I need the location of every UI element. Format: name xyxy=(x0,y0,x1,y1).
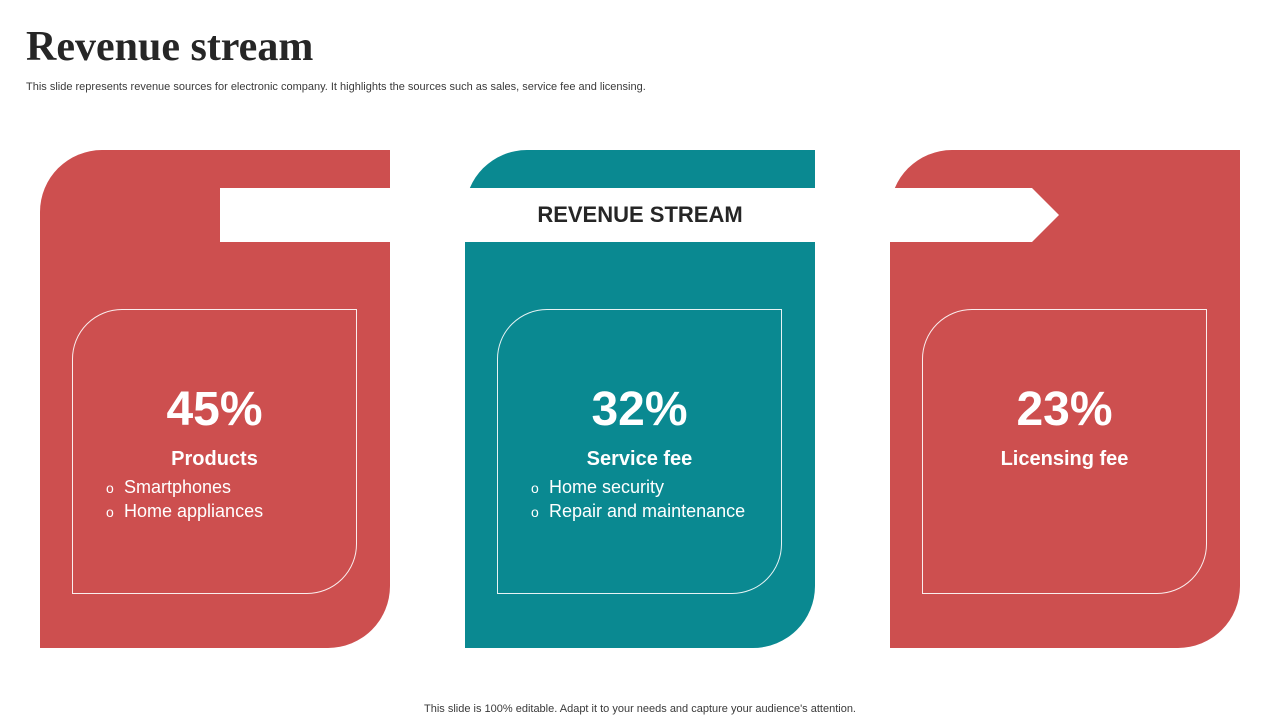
revenue-percent: 45% xyxy=(166,383,263,436)
list-item: o Repair and maintenance xyxy=(531,500,745,524)
list-item-text: Home security xyxy=(549,477,665,497)
revenue-percent: 32% xyxy=(591,383,688,436)
revenue-label: Products xyxy=(171,448,258,470)
list-item: o Smartphones xyxy=(106,476,263,500)
bullet-icon: o xyxy=(106,480,114,496)
footer-note: This slide is 100% editable. Adapt it to… xyxy=(424,703,856,715)
list-item: o Home security xyxy=(531,476,745,500)
list-item: o Home appliances xyxy=(106,500,263,524)
bullet-icon: o xyxy=(106,504,114,520)
list-item-text: Home appliances xyxy=(124,501,264,521)
banner-label: REVENUE STREAM xyxy=(537,202,743,227)
list-item-text: Repair and maintenance xyxy=(549,501,746,521)
revenue-stream-banner xyxy=(220,188,1032,242)
arrow-right-icon xyxy=(1032,188,1059,242)
revenue-item-list: o Smartphones o Home appliances xyxy=(106,476,263,524)
page-subtitle: This slide represents revenue sources fo… xyxy=(26,81,646,93)
bullet-icon: o xyxy=(531,504,539,520)
revenue-card-inner-box: 32% Service fee o Home security o Repair a… xyxy=(497,309,782,594)
revenue-label: Service fee xyxy=(586,448,693,470)
revenue-item-list: o Home security o Repair and maintenance xyxy=(531,476,745,524)
page-title: Revenue stream xyxy=(26,24,314,70)
bullet-icon: o xyxy=(531,480,539,496)
revenue-label: Licensing fee xyxy=(1000,448,1129,470)
list-item-text: Smartphones xyxy=(124,477,232,497)
revenue-card-inner-box: 23% Licensing fee xyxy=(922,309,1207,594)
revenue-card-inner-box: 45% Products o Smartphones o Home applianc… xyxy=(72,309,357,594)
revenue-percent: 23% xyxy=(1016,383,1113,436)
